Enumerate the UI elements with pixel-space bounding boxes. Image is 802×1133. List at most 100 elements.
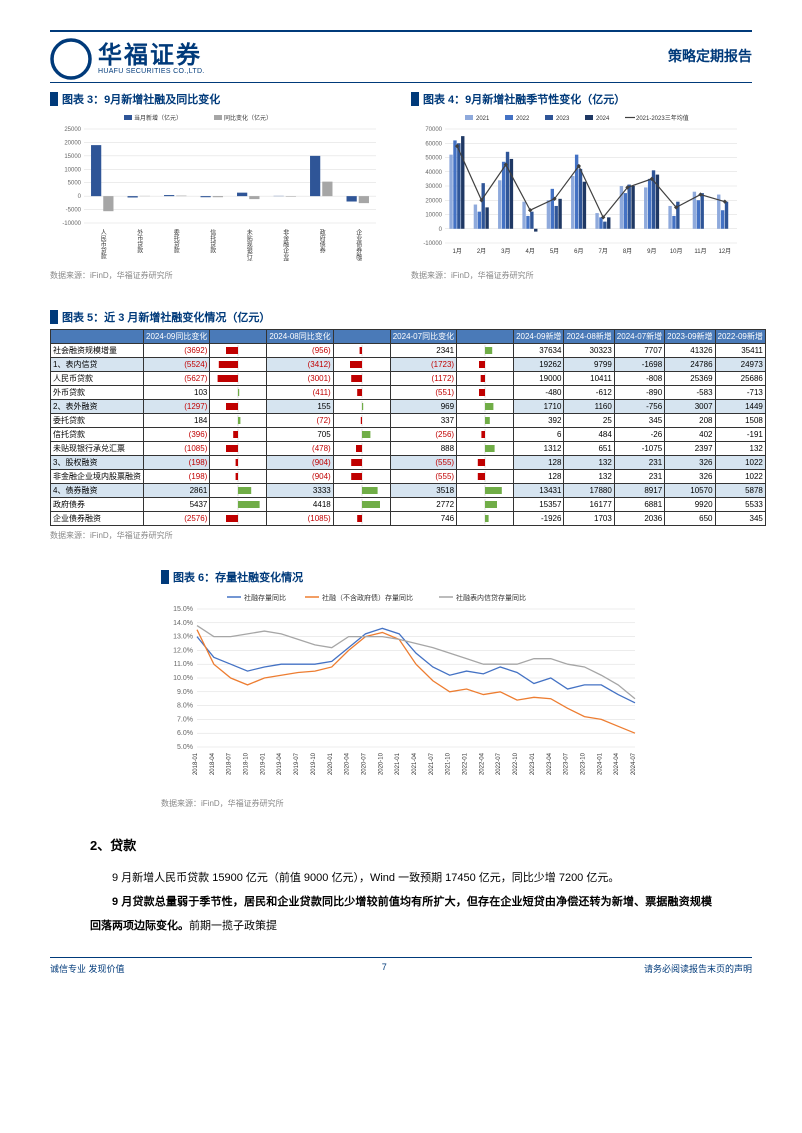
svg-text:7.0%: 7.0%: [177, 716, 193, 723]
svg-text:50000: 50000: [425, 156, 442, 162]
svg-text:30000: 30000: [425, 184, 442, 190]
svg-text:6.0%: 6.0%: [177, 730, 193, 737]
svg-text:2024-01: 2024-01: [597, 752, 603, 775]
logo-icon: [50, 38, 92, 80]
svg-text:9月: 9月: [647, 248, 656, 255]
svg-text:社融表内信贷存量同比: 社融表内信贷存量同比: [456, 593, 526, 602]
svg-text:2021-10: 2021-10: [446, 752, 452, 775]
svg-text:10000: 10000: [425, 213, 442, 219]
svg-text:2019-01: 2019-01: [260, 752, 266, 775]
chart6-svg: 5.0%6.0%7.0%8.0%9.0%10.0%11.0%12.0%13.0%…: [161, 589, 641, 789]
body-text: 2、贷款 9 月新增人民币贷款 15900 亿元（前值 9000 亿元），Win…: [50, 835, 752, 939]
svg-text:2023-04: 2023-04: [547, 752, 553, 775]
svg-text:2019-07: 2019-07: [294, 752, 300, 775]
svg-text:2021-04: 2021-04: [412, 752, 418, 775]
report-type: 策略定期报告: [668, 46, 752, 66]
svg-text:非金融企业境内股票融资: 非金融企业境内股票融资: [282, 228, 289, 261]
chart5-title: 图表 5：近 3 月新增社融变化情况（亿元）: [62, 309, 270, 325]
svg-text:2023-07: 2023-07: [564, 752, 570, 775]
svg-text:10000: 10000: [64, 167, 81, 173]
chart4-title: 图表 4：9月新增社融季节性变化（亿元）: [423, 91, 625, 107]
svg-text:60000: 60000: [425, 141, 442, 147]
top-border: [50, 30, 752, 32]
charts-row: 图表 3：9月新增社融及同比变化 -10000-5000050001000015…: [50, 91, 752, 281]
svg-text:2019-10: 2019-10: [311, 752, 317, 775]
svg-text:2月: 2月: [477, 248, 486, 255]
chart3-svg: -10000-50000500010000150002000025000当月新增…: [50, 111, 380, 261]
svg-text:-10000: -10000: [62, 221, 81, 227]
svg-text:10.0%: 10.0%: [173, 675, 193, 682]
svg-text:2024: 2024: [596, 116, 610, 122]
body-p2-bold: 9 月贷款总量弱于季节性，居民和企业贷款同比少增较前值均有所扩大，但存在企业短贷…: [90, 896, 712, 932]
svg-text:2020-01: 2020-01: [328, 752, 334, 775]
svg-text:同比变化（亿元）: 同比变化（亿元）: [224, 114, 272, 122]
footer-right: 请务必阅读报告末页的声明: [644, 962, 752, 975]
svg-text:信托贷款: 信托贷款: [209, 228, 216, 254]
svg-text:企业债券融资: 企业债券融资: [355, 228, 362, 261]
svg-text:政府债券: 政府债券: [318, 228, 325, 254]
svg-text:5000: 5000: [68, 181, 82, 187]
svg-text:3月: 3月: [501, 248, 510, 255]
footer-page: 7: [382, 962, 387, 975]
svg-text:2019-04: 2019-04: [277, 752, 283, 775]
svg-text:2022-07: 2022-07: [496, 752, 502, 775]
svg-text:15.0%: 15.0%: [173, 606, 193, 613]
svg-text:2021-01: 2021-01: [395, 752, 401, 775]
svg-text:-10000: -10000: [423, 241, 442, 247]
footer-left: 诚信专业 发现价值: [50, 962, 125, 975]
svg-text:2018-04: 2018-04: [210, 752, 216, 775]
svg-text:人民币贷款: 人民币贷款: [99, 229, 106, 260]
chart3-source: 数据来源：iFinD，华福证券研究所: [50, 270, 391, 281]
svg-text:当月新增（亿元）: 当月新增（亿元）: [134, 114, 182, 122]
logo-en: HUAFU SECURITIES CO.,LTD.: [98, 68, 205, 75]
svg-text:6月: 6月: [574, 248, 583, 255]
svg-text:社融存量同比: 社融存量同比: [244, 593, 286, 602]
svg-text:0: 0: [78, 194, 82, 200]
svg-text:40000: 40000: [425, 170, 442, 176]
body-p2: 9 月贷款总量弱于季节性，居民和企业贷款同比少增较前值均有所扩大，但存在企业短贷…: [90, 890, 712, 938]
title-bar-icon: [161, 570, 169, 584]
svg-text:4月: 4月: [525, 248, 534, 255]
chart6-wrap: 图表 6：存量社融变化情况 5.0%6.0%7.0%8.0%9.0%10.0%1…: [161, 569, 641, 809]
chart5-table-wrap: 2024-09同比变化2024-08同比变化2024-07同比变化2024-09…: [50, 329, 752, 526]
svg-text:2024-04: 2024-04: [614, 752, 620, 775]
logo-block: 华福证券 HUAFU SECURITIES CO.,LTD.: [50, 38, 205, 80]
svg-text:2018-07: 2018-07: [227, 752, 233, 775]
logo-cn: 华福证券: [98, 44, 205, 68]
svg-text:2023-01: 2023-01: [530, 752, 536, 775]
svg-text:2022-01: 2022-01: [463, 752, 469, 775]
svg-text:2021-07: 2021-07: [429, 752, 435, 775]
svg-text:1月: 1月: [452, 248, 461, 255]
header-sep: [50, 82, 752, 83]
title-bar-icon: [50, 310, 58, 324]
chart5-source: 数据来源：iFinD，华福证券研究所: [50, 530, 752, 541]
svg-text:12.0%: 12.0%: [173, 647, 193, 654]
svg-text:2023-10: 2023-10: [580, 752, 586, 775]
svg-text:7月: 7月: [598, 248, 607, 255]
chart5-table: 2024-09同比变化2024-08同比变化2024-07同比变化2024-09…: [50, 329, 766, 526]
footer: 诚信专业 发现价值 7 请务必阅读报告末页的声明: [50, 957, 752, 975]
page: 华福证券 HUAFU SECURITIES CO.,LTD. 策略定期报告 图表…: [0, 0, 802, 995]
svg-text:8.0%: 8.0%: [177, 703, 193, 710]
chart3-col: 图表 3：9月新增社融及同比变化 -10000-5000050001000015…: [50, 91, 391, 281]
body-h2: 2、贷款: [90, 835, 712, 854]
svg-text:11.0%: 11.0%: [174, 661, 193, 668]
svg-text:70000: 70000: [425, 127, 442, 133]
chart5-title-row: 图表 5：近 3 月新增社融变化情况（亿元）: [50, 309, 752, 325]
svg-text:2024-07: 2024-07: [631, 752, 637, 775]
svg-text:14.0%: 14.0%: [173, 620, 193, 627]
svg-text:9.0%: 9.0%: [177, 689, 193, 696]
title-bar-icon: [50, 92, 58, 106]
chart4-svg: -100000100002000030000400005000060000700…: [411, 111, 741, 261]
header: 华福证券 HUAFU SECURITIES CO.,LTD. 策略定期报告: [50, 38, 752, 80]
svg-text:2021-2023三年均值: 2021-2023三年均值: [636, 114, 689, 122]
title-bar-icon: [411, 92, 419, 106]
svg-text:社融（不含政府债）存量同比: 社融（不含政府债）存量同比: [322, 593, 413, 602]
svg-text:5月: 5月: [550, 248, 559, 255]
chart6-source: 数据来源：iFinD，华福证券研究所: [161, 798, 641, 809]
svg-text:12月: 12月: [718, 248, 731, 255]
svg-text:25000: 25000: [64, 127, 81, 133]
svg-text:2022-04: 2022-04: [479, 752, 485, 775]
chart3-title: 图表 3：9月新增社融及同比变化: [62, 91, 220, 107]
svg-text:8月: 8月: [623, 248, 632, 255]
